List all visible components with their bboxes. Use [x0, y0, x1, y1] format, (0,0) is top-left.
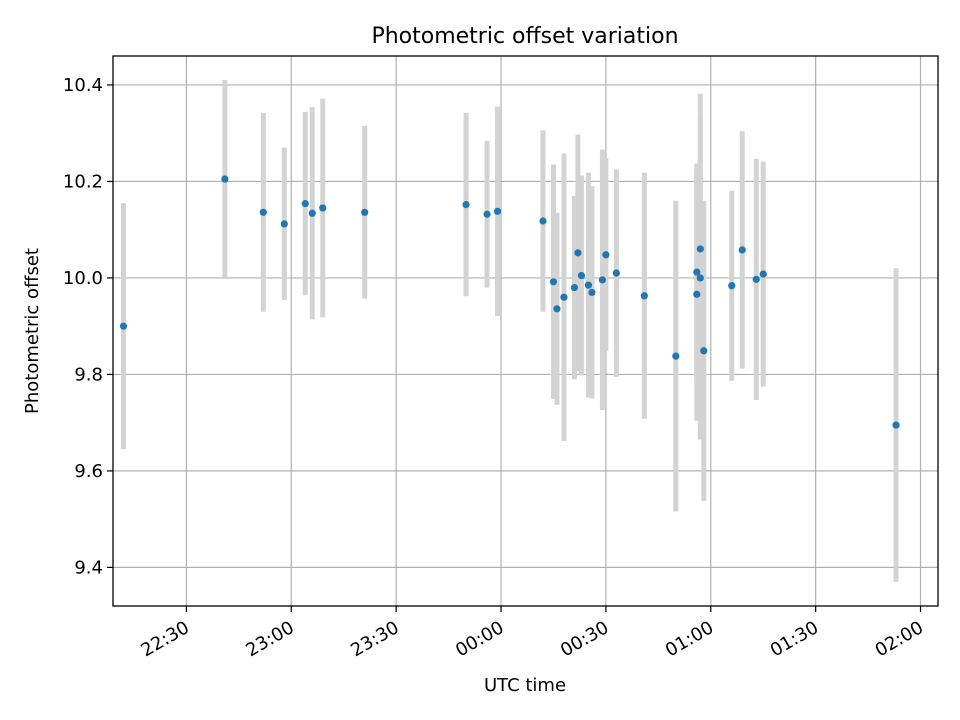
chart-title: Photometric offset variation — [371, 24, 678, 49]
data-point — [553, 305, 561, 313]
y-tick-label: 9.8 — [74, 364, 103, 385]
data-point — [483, 210, 491, 218]
data-point — [560, 293, 568, 301]
data-point — [672, 352, 680, 360]
y-tick-label: 10.0 — [63, 268, 103, 289]
data-point — [612, 269, 620, 277]
data-point — [539, 217, 547, 225]
data-point — [892, 421, 900, 429]
data-point — [462, 200, 470, 209]
data-point — [640, 292, 648, 300]
data-point — [259, 208, 267, 216]
data-point — [301, 200, 309, 208]
data-point — [570, 283, 579, 292]
data-point — [361, 208, 369, 216]
data-point — [693, 268, 701, 276]
data-point — [700, 347, 708, 355]
data-point — [588, 288, 596, 297]
data-point — [696, 245, 704, 253]
y-tick-label: 9.4 — [74, 557, 103, 578]
data-point — [598, 276, 607, 284]
y-axis-label: Photometric offset — [22, 248, 43, 414]
data-point — [696, 274, 704, 282]
data-point — [759, 270, 767, 278]
data-point — [602, 251, 610, 259]
data-points — [119, 175, 900, 429]
data-point — [119, 322, 128, 330]
data-point — [308, 209, 316, 217]
data-point — [493, 207, 502, 215]
data-point — [574, 249, 582, 257]
y-tick-label: 9.6 — [74, 461, 103, 482]
grid — [113, 56, 938, 606]
data-point — [693, 290, 701, 298]
data-point — [728, 282, 736, 290]
data-point — [280, 220, 288, 228]
y-tick-label: 10.4 — [63, 75, 103, 96]
data-point — [584, 281, 593, 289]
data-point — [549, 278, 558, 286]
data-point — [319, 204, 327, 212]
plot-frame — [112, 55, 939, 607]
data-point — [752, 275, 760, 283]
data-point — [738, 246, 746, 254]
y-tick-label: 10.2 — [63, 171, 103, 192]
data-point — [221, 175, 229, 183]
data-point — [577, 271, 586, 280]
x-axis-label: UTC time — [484, 675, 566, 696]
y-axis: 9.4 9.6 9.8 10.0 10.2 10.4 — [63, 75, 113, 578]
